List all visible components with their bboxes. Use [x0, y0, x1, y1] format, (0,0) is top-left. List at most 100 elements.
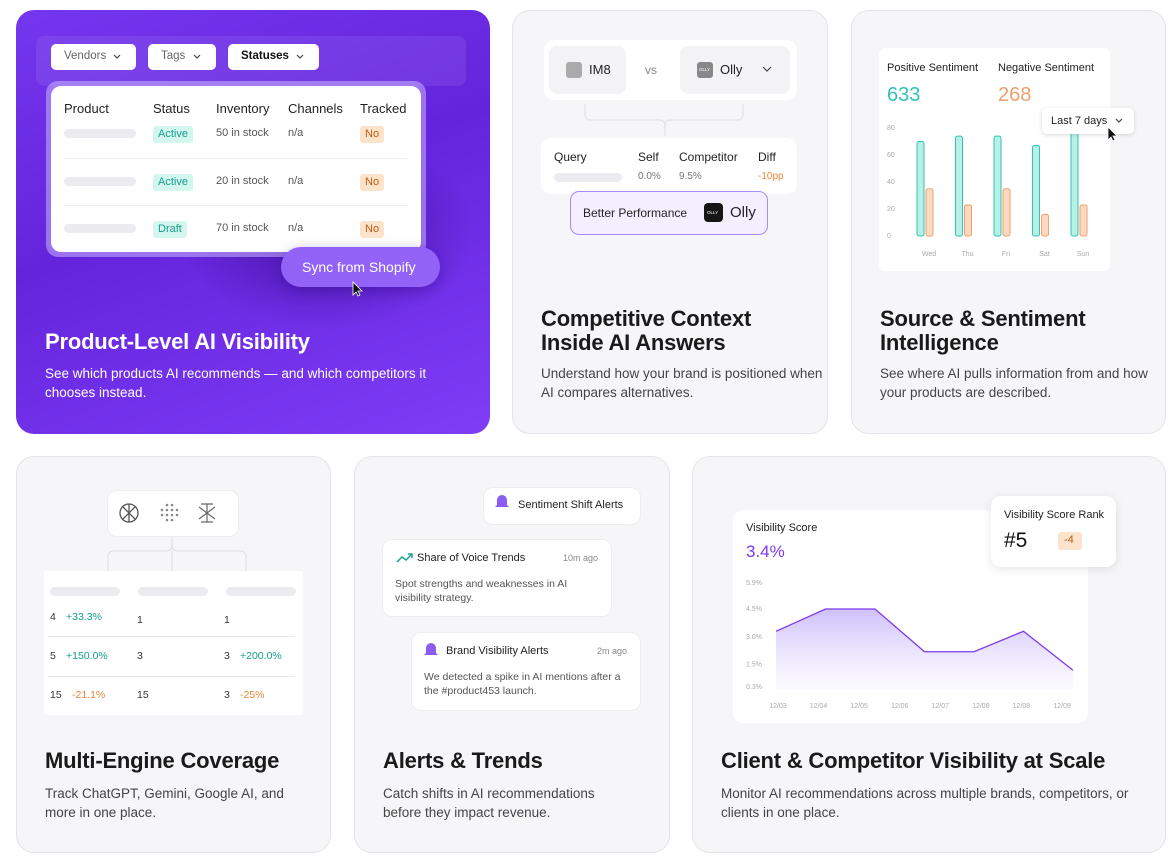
alert-pill [483, 487, 641, 525]
x-tick-label: 12/09 [1053, 703, 1071, 710]
x-tick-label: Wed [922, 251, 936, 258]
column-header: Competitor [679, 150, 738, 164]
x-tick-label: 12/04 [810, 703, 828, 710]
placeholder [138, 587, 208, 596]
cell: 3 [224, 689, 230, 701]
y-tick-label: 80 [887, 125, 895, 132]
card-description: Catch shifts in AI recommendations befor… [383, 786, 595, 820]
filter-pill[interactable] [148, 44, 216, 70]
cell: -25% [240, 689, 265, 701]
divider [64, 205, 407, 206]
badge-logo [704, 203, 723, 222]
cell: -21.1% [72, 689, 106, 701]
brand: IM8 [589, 62, 611, 77]
card-title: Competitive Context Inside AI Answers [541, 306, 752, 355]
y-tick-label: 5.9% [746, 580, 762, 587]
cell: 15 [50, 689, 62, 701]
inventory: 50 in stock [216, 127, 269, 139]
button-label: Sync from Shopify [302, 259, 416, 275]
column-header: Diff [758, 150, 776, 164]
y-tick-label: 0.3% [746, 684, 762, 691]
badge [570, 191, 768, 235]
compare-table [541, 138, 797, 194]
kpi: 633 [887, 84, 921, 106]
channels: n/a [288, 175, 304, 187]
cell: 5 [50, 650, 56, 662]
x-tick-label: Sat [1039, 251, 1050, 258]
card-title: Multi-Engine Coverage [45, 748, 280, 773]
cell: 3 [137, 650, 143, 662]
x-tick-label: 12/05 [850, 703, 868, 710]
cell: -10pp [758, 171, 784, 182]
y-tick-label: 20 [887, 206, 895, 213]
brand-icon [697, 62, 713, 78]
bar [916, 141, 925, 237]
sync-button[interactable] [281, 247, 440, 287]
card-title: Client & Competitor Visibility at Scale [721, 748, 1106, 773]
placeholder [554, 173, 622, 182]
filter-pill[interactable] [228, 44, 319, 70]
divider [48, 636, 295, 637]
y-tick-label: 60 [887, 152, 895, 159]
chart-title: Visibility Score [746, 522, 818, 534]
filter-label: Statuses [241, 50, 289, 62]
bar [993, 135, 1002, 237]
legend-label: Positive Sentiment [887, 62, 979, 74]
card-description: See which products AI recommends — and w… [45, 366, 427, 400]
vs: vs [645, 63, 657, 77]
column-header: Inventory [216, 101, 270, 116]
alert-title: Share of Voice Trends [417, 552, 526, 564]
x-tick-label: Fri [1002, 251, 1011, 258]
column-header: Self [638, 150, 659, 164]
card-description: Track ChatGPT, Gemini, Google AI, and mo… [45, 786, 284, 820]
bar [1041, 213, 1049, 237]
x-tick-label: 12/06 [891, 703, 909, 710]
bar [955, 135, 963, 237]
column-header: Tracked [360, 101, 407, 116]
alert-text: Spot strengths and weaknesses in AI visi… [395, 578, 568, 604]
cell: +200.0% [240, 650, 282, 662]
line [775, 608, 1074, 671]
column-header: Status [153, 101, 190, 116]
bar [1032, 145, 1040, 237]
alert-text: We detected a spike in AI mentions after… [424, 671, 621, 697]
x-tick-label: 12/08 [1013, 703, 1031, 710]
filter-pill[interactable] [51, 44, 136, 70]
cell: 1 [137, 614, 143, 626]
cell: 4 [50, 611, 56, 623]
card-title: Alerts & Trends [383, 748, 543, 773]
column-header: Query [554, 150, 587, 164]
y-tick-label: 0 [887, 233, 891, 240]
placeholder [50, 587, 120, 596]
bar [1079, 204, 1088, 237]
placeholder [64, 177, 136, 186]
kpi: 3.4% [746, 542, 785, 561]
alert-card [382, 539, 612, 617]
rank-label: Visibility Score Rank [1004, 509, 1105, 521]
connector [107, 537, 247, 571]
placeholder [226, 587, 296, 596]
filter-label: Vendors [64, 50, 107, 62]
connector [584, 104, 744, 136]
kpi: 268 [998, 84, 1032, 106]
card-title: Product-Level AI Visibility [45, 329, 310, 354]
rank: #5 [1004, 529, 1028, 552]
divider [48, 676, 295, 677]
x-tick-label: 12/07 [932, 703, 950, 710]
inventory: 70 in stock [216, 222, 269, 234]
brand: Olly [720, 62, 743, 77]
cell: +33.3% [66, 611, 102, 623]
column-header: Channels [288, 101, 343, 116]
alert-time: 10m ago [562, 553, 598, 563]
x-tick-label: 12/03 [769, 703, 787, 710]
placeholder [64, 129, 136, 138]
bar [925, 188, 934, 237]
rank-badge [1058, 532, 1082, 550]
bar [964, 204, 972, 237]
card-description: Monitor AI recommendations across multip… [721, 786, 1129, 820]
cell: 0.0% [638, 171, 661, 182]
logo: OLLY [699, 67, 711, 72]
column-header: Product [64, 101, 109, 116]
